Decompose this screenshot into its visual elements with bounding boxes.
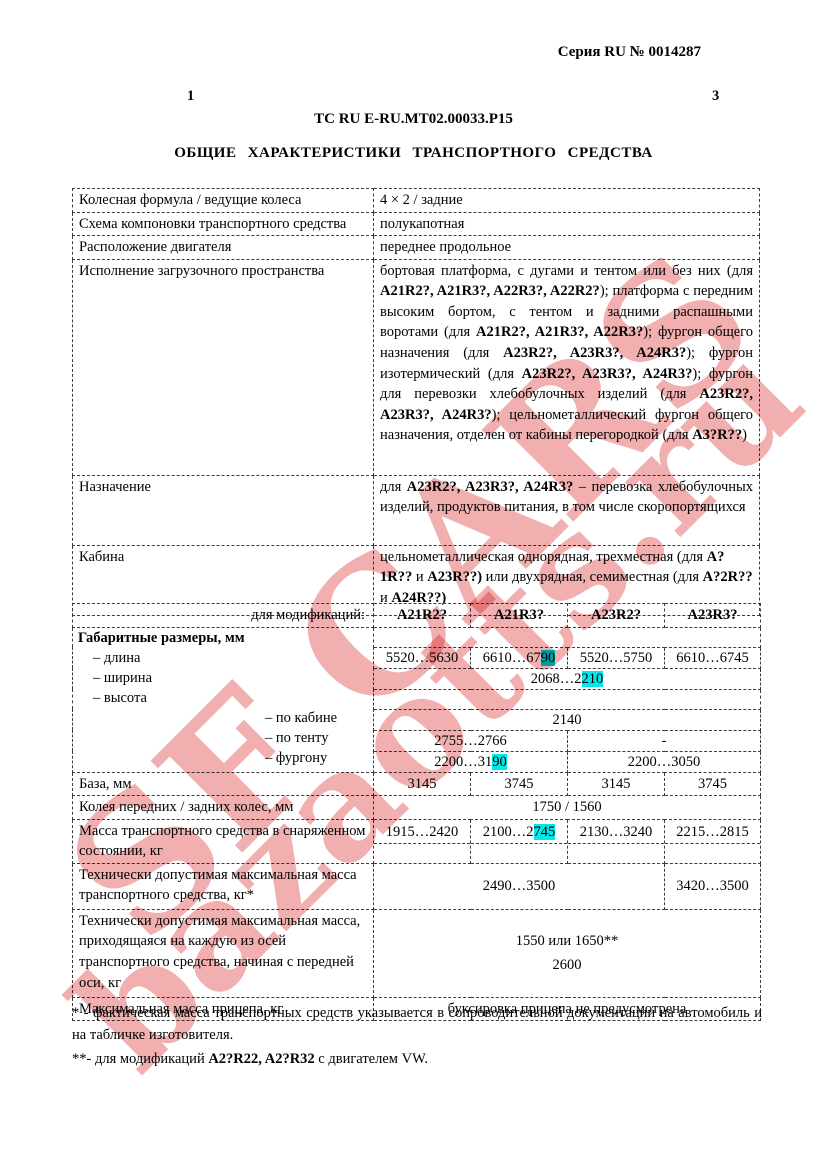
dimensions-title-spacer bbox=[373, 626, 761, 648]
width-value: 2068…2210 bbox=[373, 667, 761, 690]
axle-mass-label: Технически допустимая максимальная масса… bbox=[72, 908, 374, 998]
wheelbase-label: База, мм bbox=[72, 771, 374, 797]
column-header-a21r3: A21R3? bbox=[470, 603, 568, 628]
wheel-formula-label: Колесная формула / ведущие колеса bbox=[72, 188, 374, 213]
footnote-2: **- для модификаций A2?R22, A2?R32 с дви… bbox=[72, 1050, 429, 1067]
page-number-right: 3 bbox=[712, 88, 720, 104]
page-title: ОБЩИЕ ХАРАКТЕРИСТИКИ ТРАНСПОРТНОГО СРЕДС… bbox=[174, 145, 653, 161]
height-tent-label: – по тенту bbox=[265, 729, 329, 746]
row-trailer-mass: Максимальная масса прицепа, кг буксировк… bbox=[72, 996, 761, 1022]
curb-mass-a21r3: 2100…2745 bbox=[470, 818, 568, 864]
trailer-mass-value: буксировка прицепа не предусмотрена bbox=[373, 996, 761, 1022]
trailer-mass-label: Максимальная масса прицепа, кг bbox=[72, 996, 374, 1022]
series-number: Серия RU № 0014287 bbox=[557, 44, 701, 60]
highlight: 90 bbox=[540, 649, 556, 666]
row-wheel-formula: Колесная формула / ведущие колеса 4 × 2 … bbox=[72, 188, 760, 213]
height-cab-label: – по кабине bbox=[265, 709, 338, 726]
column-header-a21r2: A21R2? bbox=[373, 603, 471, 628]
length-label: – длина bbox=[93, 649, 141, 666]
modifications-label: для модификаций: bbox=[72, 603, 374, 628]
wheelbase-a23r2: 3145 bbox=[567, 771, 665, 797]
row-length: 5520…5630 6610…6790 5520…5750 6610…6745 bbox=[73, 646, 761, 669]
curb-mass-label: Масса транспортного средства в снаряженн… bbox=[72, 818, 374, 864]
height-van-right: 2200…3050 bbox=[567, 750, 761, 773]
wheel-formula-value: 4 × 2 / задние bbox=[373, 188, 760, 213]
max-mass-left: 2490…3500 bbox=[373, 862, 665, 910]
height-spacer bbox=[373, 688, 761, 710]
height-tent-left: 2755…2766 bbox=[373, 729, 568, 752]
row-dimensions-title: Габаритные размеры, мм – длина – ширина … bbox=[72, 626, 761, 773]
length-a21r3: 6610…6790 bbox=[470, 646, 568, 669]
footnote-1: * - фактическая масса транспортных средс… bbox=[72, 1005, 762, 1044]
cargo-space-label: Исполнение загрузочного пространства bbox=[72, 258, 374, 476]
column-header-a23r3: A23R3? bbox=[664, 603, 761, 628]
length-a23r3: 6610…6745 bbox=[664, 646, 761, 669]
highlight: 90 bbox=[492, 753, 507, 770]
curb-mass-a23r3: 2215…2815 bbox=[664, 818, 761, 864]
footnotes: * - фактическая масса транспортных средс… bbox=[72, 1002, 762, 1070]
length-a21r2: 5520…5630 bbox=[373, 646, 471, 669]
row-track: Колея передних / задних колес, мм 1750 /… bbox=[72, 795, 761, 820]
highlight: 210 bbox=[581, 670, 604, 687]
width-label: – ширина bbox=[93, 669, 153, 686]
row-curb-mass: Масса транспортного средства в снаряженн… bbox=[72, 818, 761, 864]
cargo-space-value: бортовая платформа, с дугами и тентом ил… bbox=[373, 258, 760, 476]
curb-mass-a21r2: 1915…2420 bbox=[373, 818, 471, 864]
layout-scheme-label: Схема компоновки транспортного средства bbox=[72, 211, 374, 237]
column-header-a23r2: A23R2? bbox=[567, 603, 665, 628]
track-value: 1750 / 1560 bbox=[373, 795, 761, 820]
row-axle-mass: Технически допустимая максимальная масса… bbox=[72, 908, 761, 998]
highlight: 745 bbox=[533, 823, 556, 840]
page-number-left: 1 bbox=[187, 88, 195, 104]
row-wheelbase: База, мм 3145 3745 3145 3745 bbox=[72, 771, 761, 797]
axle-mass-line1: 1550 или 1650** bbox=[515, 932, 619, 949]
height-van-label: – фургону bbox=[265, 749, 328, 766]
engine-location-label: Расположение двигателя bbox=[72, 235, 374, 260]
row-purpose: Назначение для A23R2?, A23R3?, A24R3? – … bbox=[72, 474, 760, 546]
wheelbase-a23r3: 3745 bbox=[664, 771, 761, 797]
height-tent-right: - bbox=[567, 729, 761, 752]
general-characteristics-table: Колесная формула / ведущие колеса 4 × 2 … bbox=[72, 188, 760, 616]
max-mass-label: Технически допустимая максимальная масса… bbox=[72, 862, 374, 910]
row-cargo-space: Исполнение загрузочного пространства бор… bbox=[72, 258, 760, 476]
doc-code: ТС RU E-RU.MT02.00033.P15 bbox=[314, 111, 513, 127]
row-engine-location: Расположение двигателя переднее продольн… bbox=[72, 235, 760, 260]
dimensions-labels: Габаритные размеры, мм – длина – ширина … bbox=[72, 626, 374, 773]
modifications-header-row: для модификаций: A21R2? A21R3? A23R2? A2… bbox=[72, 603, 761, 628]
max-mass-right: 3420…3500 bbox=[664, 862, 761, 910]
row-height-van: 2200…3190 2200…3050 bbox=[73, 750, 761, 773]
purpose-label: Назначение bbox=[72, 474, 374, 546]
height-cab-value: 2140 bbox=[373, 708, 761, 731]
engine-location-value: переднее продольное bbox=[373, 235, 760, 260]
row-layout-scheme: Схема компоновки транспортного средства … bbox=[72, 211, 760, 237]
track-label: Колея передних / задних колес, мм bbox=[72, 795, 374, 820]
layout-scheme-value: полукапотная bbox=[373, 211, 760, 237]
purpose-value: для A23R2?, A23R3?, A24R3? – перевозка х… bbox=[373, 474, 760, 546]
row-max-mass: Технически допустимая максимальная масса… bbox=[72, 862, 761, 910]
height-van-left: 2200…3190 bbox=[373, 750, 568, 773]
length-a23r2: 5520…5750 bbox=[567, 646, 665, 669]
wheelbase-a21r2: 3145 bbox=[373, 771, 471, 797]
specifications-table: для модификаций: A21R2? A21R3? A23R2? A2… bbox=[72, 603, 761, 1022]
curb-mass-a23r2: 2130…3240 bbox=[567, 818, 665, 864]
wheelbase-a21r3: 3745 bbox=[470, 771, 568, 797]
axle-mass-line2: 2600 bbox=[552, 957, 582, 974]
height-label: – высота bbox=[93, 689, 147, 706]
axle-mass-value: 1550 или 1650** 2600 bbox=[373, 908, 761, 998]
dimensions-title: Габаритные размеры, мм bbox=[78, 629, 245, 646]
